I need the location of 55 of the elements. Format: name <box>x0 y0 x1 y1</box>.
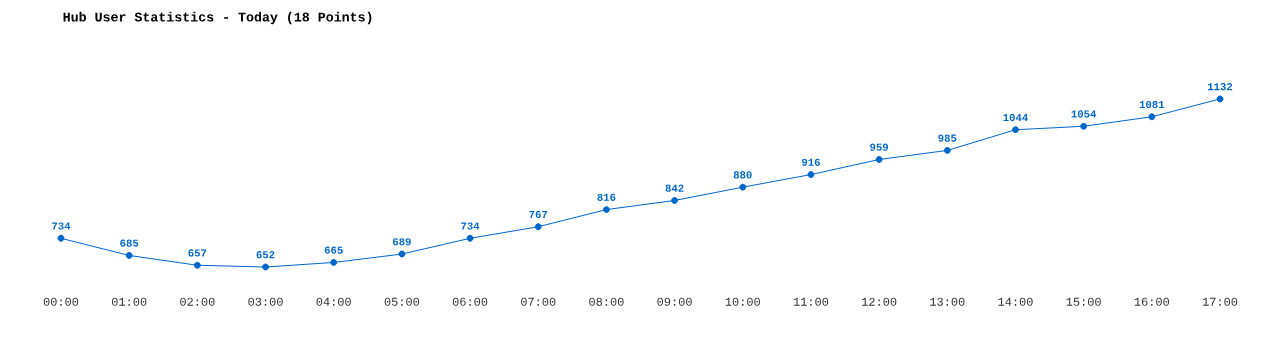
x-tick-label: 11:00 <box>793 297 829 306</box>
point <box>534 223 542 231</box>
x-tick-label: 17:00 <box>1202 297 1238 306</box>
point <box>1148 113 1156 121</box>
point <box>1012 126 1019 134</box>
data-label: 657 <box>188 249 207 257</box>
data-label: 985 <box>938 134 957 142</box>
x-tick-label: 10:00 <box>725 297 760 306</box>
point <box>875 156 883 163</box>
point <box>671 197 679 204</box>
x-tick-label: 00:00 <box>43 297 79 306</box>
x-tick-label: 09:00 <box>657 297 692 306</box>
point <box>57 234 65 242</box>
data-label: 1054 <box>1071 110 1097 118</box>
x-tick-label: 01:00 <box>111 297 147 306</box>
data-label: 959 <box>870 143 889 151</box>
chart-title: Hub User Statistics - Today (18 Points) <box>63 11 372 25</box>
data-label: 652 <box>256 251 275 259</box>
point <box>262 263 269 271</box>
x-tick-label: 05:00 <box>384 297 420 306</box>
point <box>807 171 815 179</box>
data-label: 1081 <box>1139 100 1165 109</box>
data-label: 842 <box>665 184 684 192</box>
point <box>1216 95 1224 103</box>
data-label: 665 <box>324 246 343 254</box>
data-label: 734 <box>461 222 480 230</box>
x-tick-label: 04:00 <box>316 297 351 306</box>
x-tick-label: 13:00 <box>930 297 965 306</box>
point <box>125 252 133 259</box>
x-tick-label: 03:00 <box>248 297 283 306</box>
x-tick-label: 15:00 <box>1066 297 1101 306</box>
point <box>943 146 951 154</box>
point <box>330 259 338 266</box>
data-label: 685 <box>120 239 139 247</box>
data-label: 767 <box>529 210 548 219</box>
point <box>602 206 610 214</box>
data-label: 880 <box>733 171 752 179</box>
point <box>398 250 406 258</box>
data-label: 916 <box>801 158 820 166</box>
data-label: 734 <box>52 222 71 230</box>
point <box>1080 122 1088 130</box>
data-label: 1044 <box>1003 113 1028 122</box>
data-label: 689 <box>392 238 411 246</box>
x-tick-label: 12:00 <box>862 297 897 306</box>
x-tick-label: 02:00 <box>180 297 215 306</box>
point <box>466 234 474 242</box>
x-tick-label: 08:00 <box>589 297 624 306</box>
x-tick-label: 07:00 <box>521 297 556 306</box>
x-tick-label: 14:00 <box>998 297 1033 306</box>
point <box>193 261 201 269</box>
point <box>739 183 747 191</box>
data-label: 816 <box>597 193 616 201</box>
x-tick-label: 06:00 <box>452 297 488 306</box>
x-tick-label: 16:00 <box>1134 297 1170 306</box>
data-label: 1132 <box>1207 83 1233 91</box>
